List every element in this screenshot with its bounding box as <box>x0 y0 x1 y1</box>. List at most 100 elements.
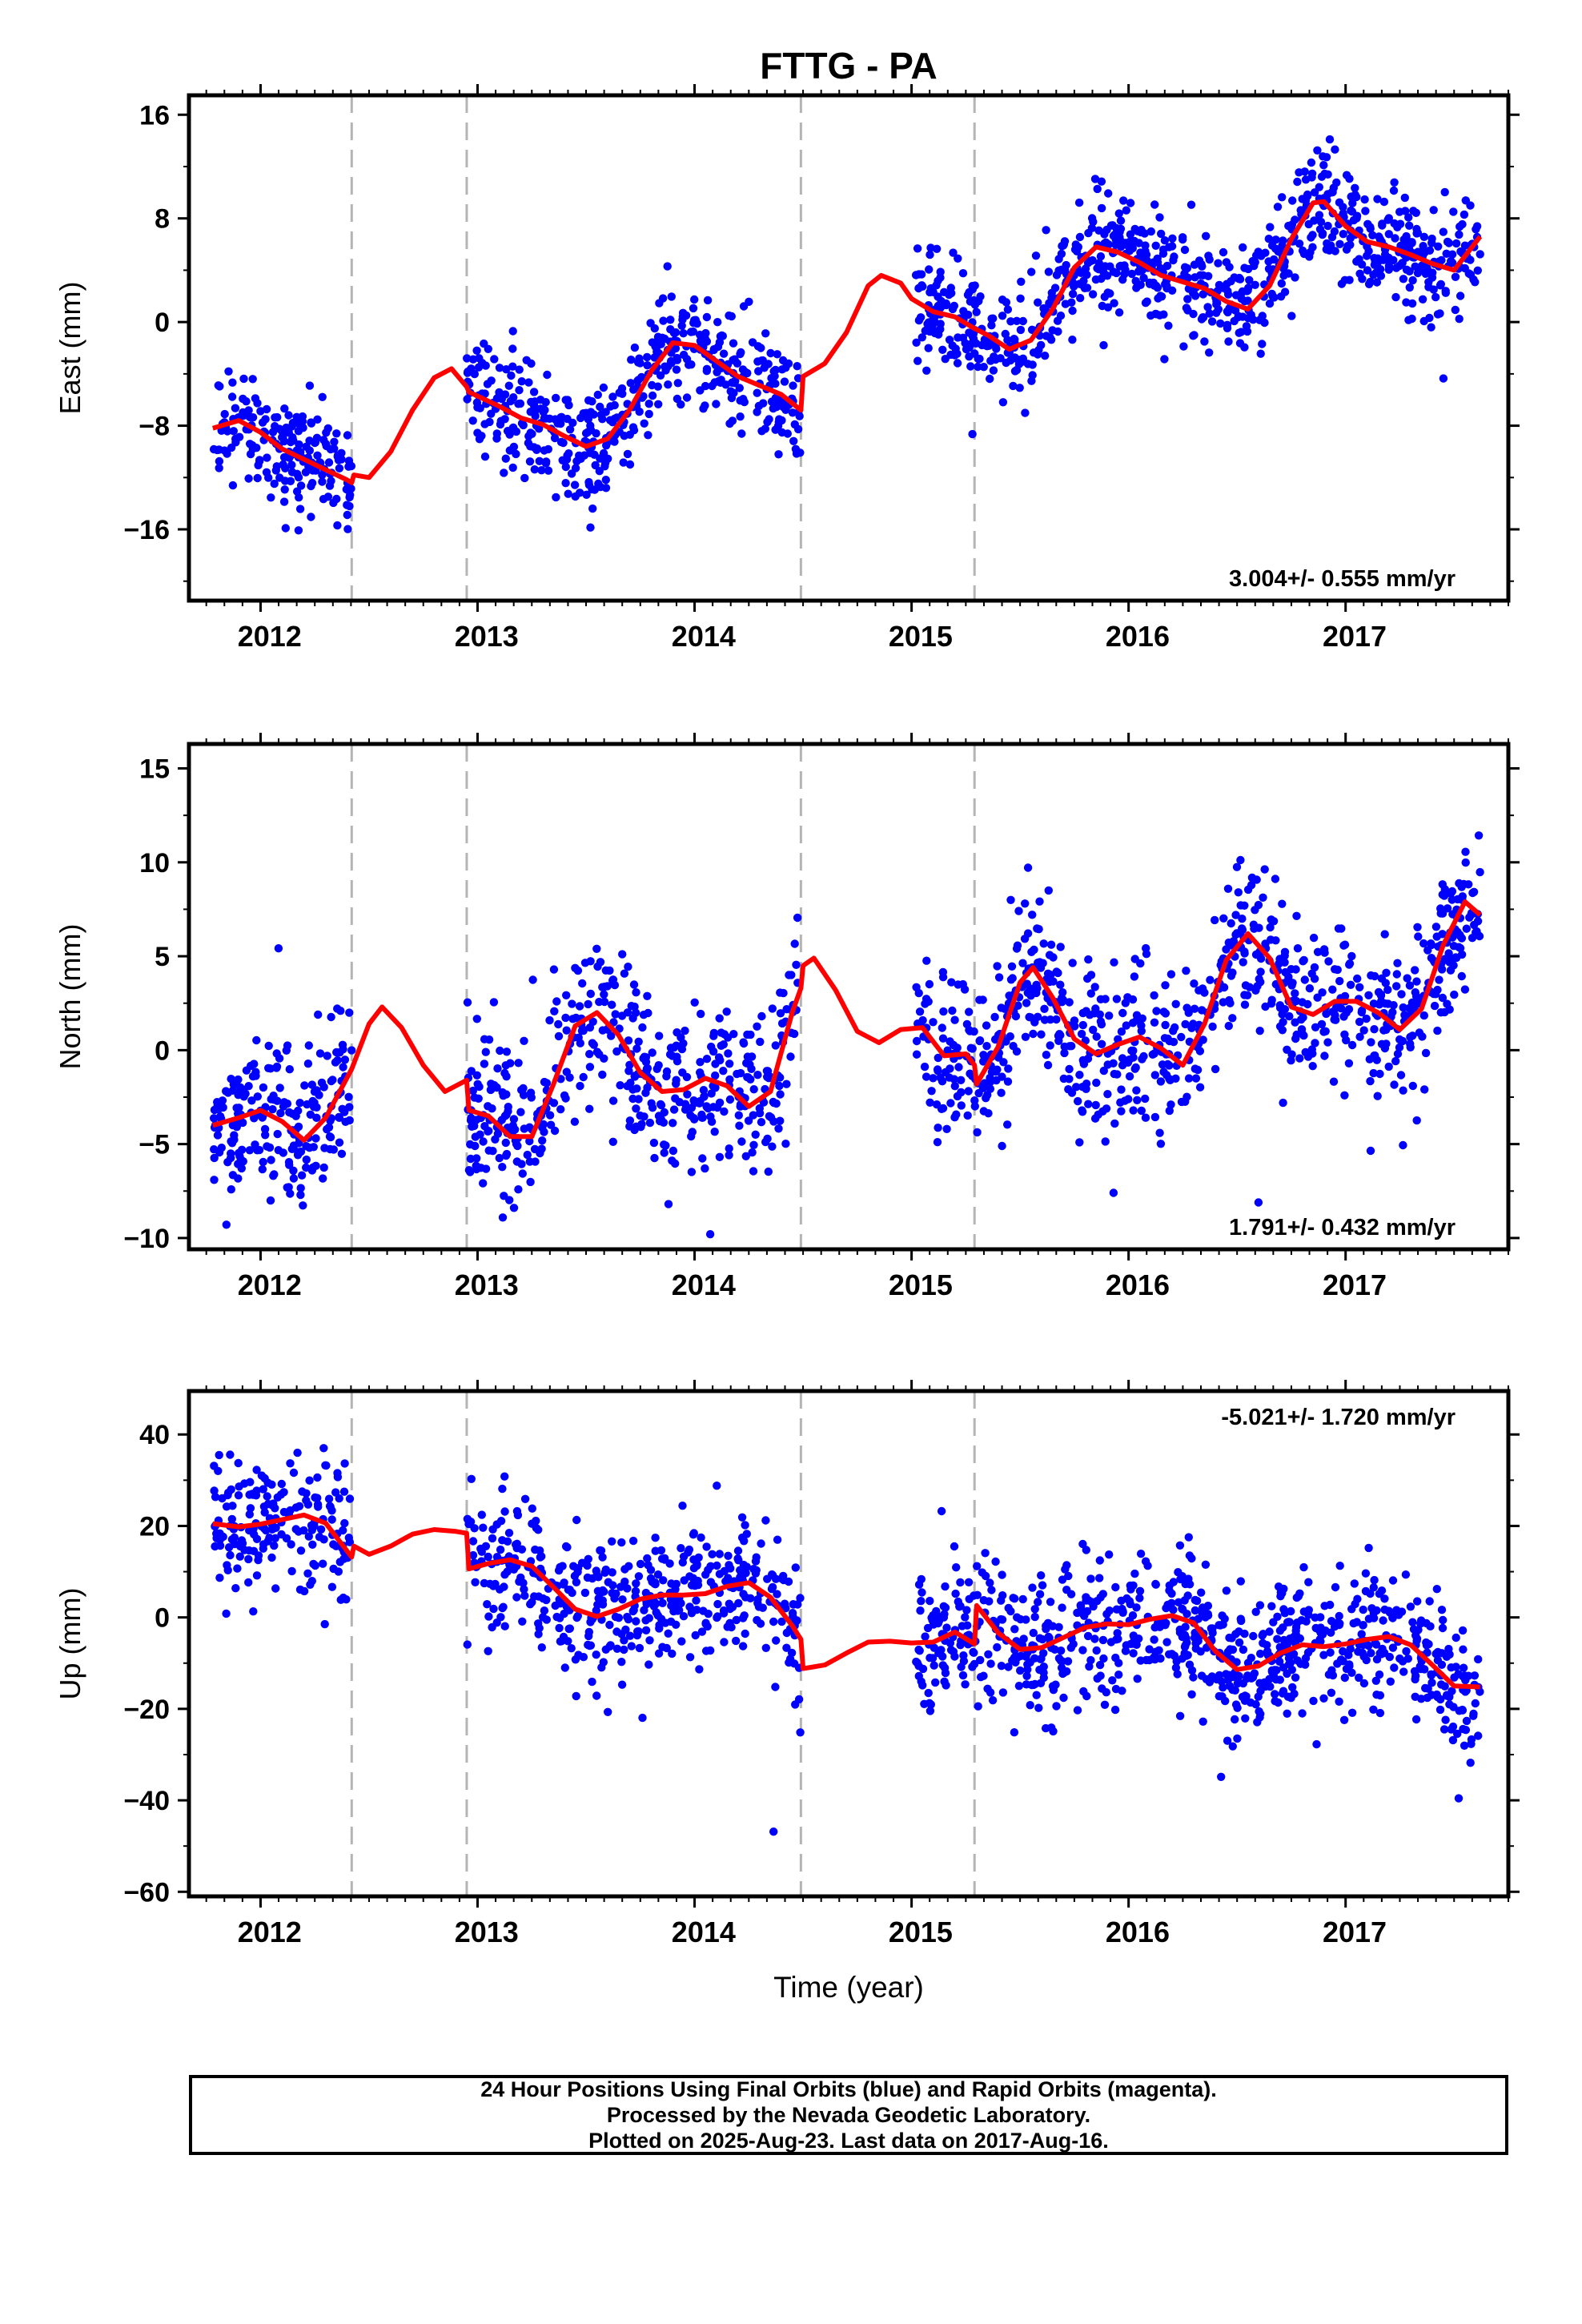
data-point <box>498 1484 507 1494</box>
data-point <box>1405 283 1415 292</box>
data-point <box>1223 1736 1232 1745</box>
data-point <box>520 1585 528 1594</box>
data-point <box>636 1559 645 1569</box>
data-point <box>1411 1675 1419 1684</box>
data-point <box>1103 1060 1112 1069</box>
data-point <box>966 1043 976 1052</box>
data-point <box>1320 169 1329 179</box>
data-point <box>326 1502 335 1511</box>
data-point <box>929 1074 938 1083</box>
data-point <box>725 419 734 428</box>
data-point <box>1340 940 1350 949</box>
data-point <box>1224 938 1234 947</box>
data-point <box>1444 239 1454 247</box>
data-point <box>1382 1039 1391 1048</box>
data-point <box>339 1487 349 1496</box>
data-point <box>1283 1669 1291 1679</box>
data-point <box>1353 1594 1362 1603</box>
data-point <box>1393 959 1402 967</box>
data-point <box>1255 1601 1265 1610</box>
data-point <box>475 1082 484 1092</box>
data-point <box>644 400 653 408</box>
data-point <box>678 1068 687 1077</box>
data-point <box>1082 1546 1091 1554</box>
data-point <box>1316 217 1326 227</box>
data-point <box>1323 239 1331 248</box>
data-point <box>545 1015 554 1025</box>
data-point <box>617 1680 627 1689</box>
data-point <box>1033 924 1042 933</box>
data-point <box>500 1507 509 1516</box>
data-point <box>495 364 504 372</box>
data-point <box>227 392 237 401</box>
data-point <box>1076 294 1085 303</box>
data-point <box>1041 352 1050 360</box>
data-point <box>1219 914 1228 923</box>
data-point <box>742 1530 751 1538</box>
data-point <box>1022 1671 1031 1680</box>
data-point <box>1182 1610 1191 1618</box>
data-point <box>585 1104 594 1113</box>
data-point <box>277 1479 286 1489</box>
data-point <box>1273 203 1283 211</box>
data-point <box>683 1090 692 1099</box>
data-point <box>509 1115 519 1124</box>
data-point <box>1266 1682 1275 1691</box>
data-point <box>1183 306 1192 315</box>
data-point <box>1207 317 1217 326</box>
data-point <box>592 1606 600 1615</box>
data-point <box>698 1154 707 1163</box>
data-point <box>664 1200 673 1208</box>
data-point <box>938 1104 948 1113</box>
data-point <box>215 1529 224 1538</box>
data-point <box>1114 209 1124 218</box>
data-point <box>546 1120 556 1129</box>
data-point <box>1100 1700 1110 1709</box>
data-point <box>1377 1586 1387 1595</box>
data-point <box>1141 1113 1150 1122</box>
data-point <box>776 1090 785 1099</box>
data-point <box>677 321 686 330</box>
data-point <box>1010 1625 1019 1634</box>
data-point <box>1331 1582 1340 1592</box>
data-point <box>959 307 968 316</box>
data-point <box>1170 1023 1179 1032</box>
data-point <box>232 1123 241 1132</box>
data-point <box>215 464 223 472</box>
data-point <box>1161 981 1170 990</box>
data-point <box>520 1494 530 1504</box>
data-point <box>584 999 592 1009</box>
data-point <box>333 451 343 460</box>
data-point <box>1156 1077 1166 1086</box>
data-point <box>1166 1100 1175 1109</box>
data-point <box>1344 1005 1354 1014</box>
data-point <box>1271 936 1280 945</box>
data-point <box>1448 1722 1458 1731</box>
data-point <box>691 1630 700 1640</box>
data-point <box>592 944 601 954</box>
data-point <box>500 468 508 477</box>
data-point <box>585 1023 595 1032</box>
data-point <box>1395 1043 1404 1052</box>
data-point <box>252 1534 262 1544</box>
data-point <box>496 1613 505 1622</box>
data-point <box>987 314 996 324</box>
data-point <box>571 963 580 973</box>
data-point <box>215 1450 223 1460</box>
data-point <box>1330 1622 1339 1631</box>
data-point <box>664 380 673 389</box>
data-point <box>307 513 315 521</box>
data-point <box>601 1645 610 1654</box>
data-point <box>1127 1046 1136 1055</box>
data-point <box>1189 1673 1198 1682</box>
data-point <box>594 1594 603 1603</box>
data-point <box>677 400 685 409</box>
data-point <box>1474 1731 1483 1740</box>
data-point <box>696 1096 705 1106</box>
data-point <box>753 1022 761 1031</box>
data-point <box>488 1534 497 1543</box>
data-point <box>970 1096 979 1105</box>
data-point <box>924 1688 933 1698</box>
data-point <box>969 330 978 339</box>
data-point <box>1439 1725 1449 1734</box>
